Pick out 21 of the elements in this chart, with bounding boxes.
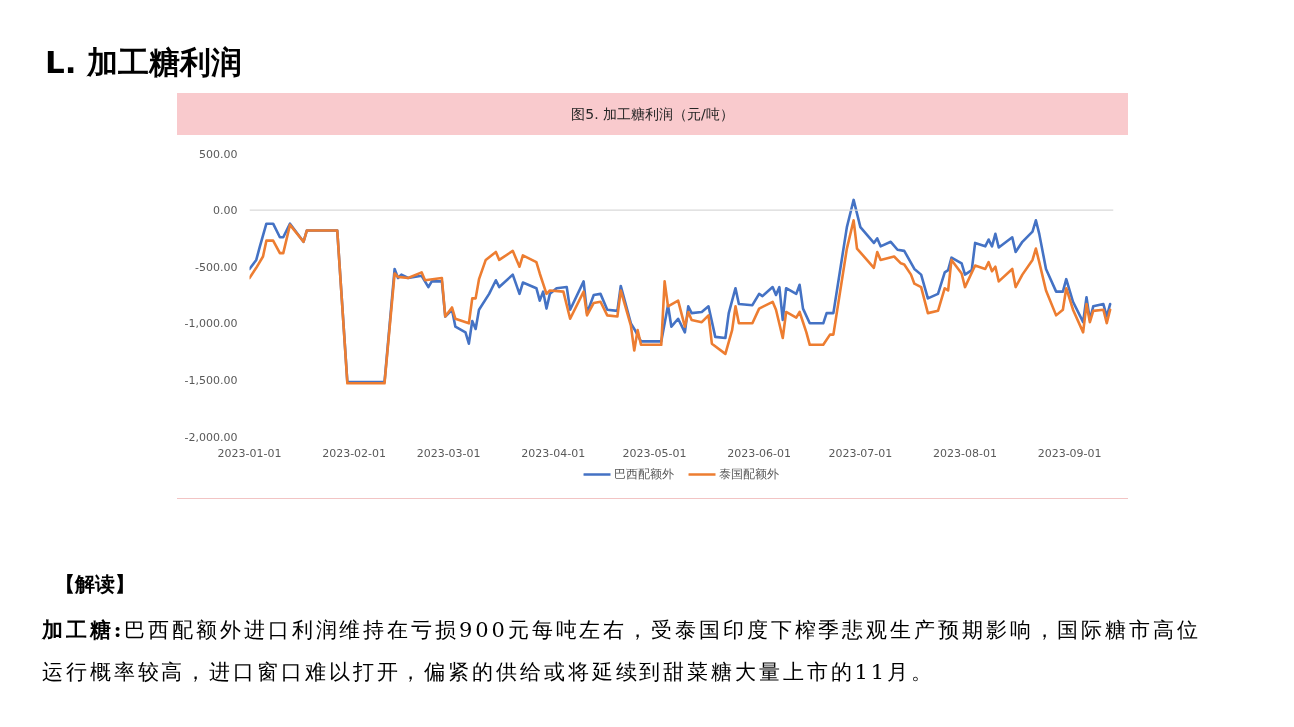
y-tick-label: -2,000.00 <box>184 430 238 444</box>
y-tick-label: -500.00 <box>195 260 238 274</box>
x-tick-label: 2023-09-01 <box>1037 446 1102 460</box>
chart-subtitle: 图5. 加工糖利润（元/吨） <box>571 105 734 124</box>
x-tick-label: 2023-04-01 <box>521 446 586 460</box>
text: 【解读】 <box>55 571 135 598</box>
legend-label: 泰国配额外 <box>718 465 779 483</box>
x-tick-label: 2023-02-01 <box>322 446 387 460</box>
x-tick-label: 2023-01-01 <box>217 446 282 460</box>
y-tick-label: 500.00 <box>199 147 238 161</box>
y-tick-label: -1,500.00 <box>184 373 238 387</box>
x-tick-label: 2023-06-01 <box>727 446 792 460</box>
y-tick-label: 0.00 <box>213 204 238 218</box>
x-tick-label: 2023-05-01 <box>622 446 687 460</box>
legend-label: 巴西配额外 <box>613 465 674 483</box>
text: 加工糖: <box>42 617 125 642</box>
x-tick-label: 2023-08-01 <box>933 446 997 460</box>
y-tick-label: -1,000.00 <box>184 317 238 331</box>
x-tick-label: 2023-07-01 <box>828 446 893 460</box>
chart-title: L. 加工糖利润 <box>45 43 243 82</box>
x-tick-label: 2023-03-01 <box>416 446 481 460</box>
